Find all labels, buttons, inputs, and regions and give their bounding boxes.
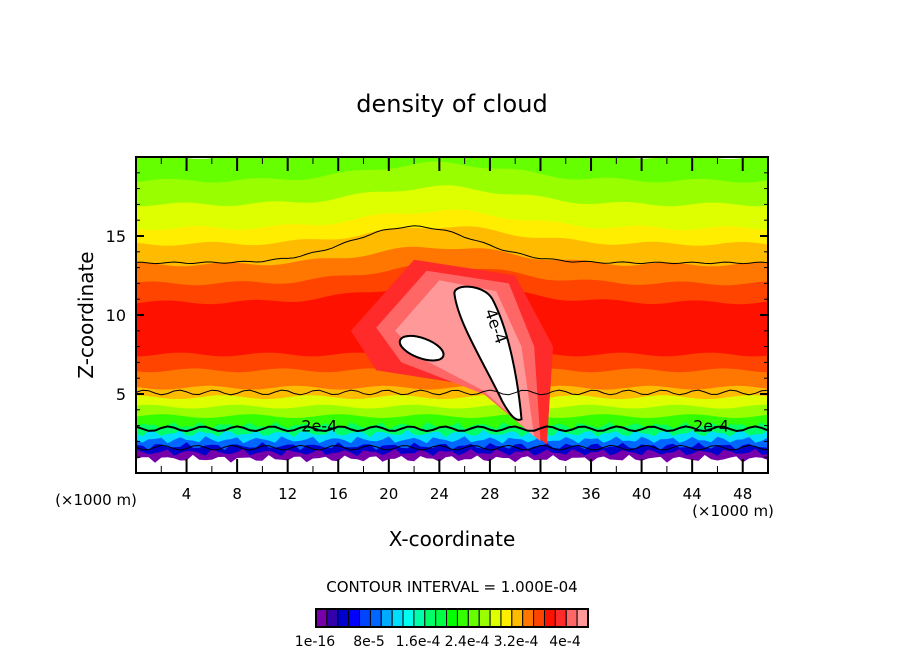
colorbar-tick-label: 4e-4 <box>549 634 581 650</box>
colorbar-swatch <box>554 608 567 628</box>
x-unit-label-right: (×1000 m) <box>692 502 774 520</box>
x-tick-label: 36 <box>581 485 600 503</box>
colorbar-swatch <box>359 608 371 628</box>
colorbar-swatch <box>413 608 426 628</box>
chart-title: density of cloud <box>356 90 547 118</box>
colorbar-swatch <box>565 608 578 628</box>
x-tick-label: 32 <box>531 485 550 503</box>
colorbar-frame <box>315 608 589 628</box>
y-tick-label: 5 <box>116 385 126 404</box>
y-tick-labels: 5 10 15 <box>106 227 126 404</box>
contour-line <box>136 444 768 451</box>
contour-interval-text: CONTOUR INTERVAL = 1.000E-04 <box>326 578 577 596</box>
colorbar-swatch <box>424 608 437 628</box>
colorbar-swatch <box>543 608 556 628</box>
x-tick-labels: 4 8 12 16 20 24 28 32 36 40 44 48 <box>182 485 752 503</box>
contour-line <box>136 225 768 265</box>
colorbar-swatch <box>478 608 491 628</box>
colorbar-swatch <box>489 608 502 628</box>
x-tick-label: 48 <box>733 485 752 503</box>
x-tick-label: 40 <box>632 485 651 503</box>
colorbar-swatch <box>348 608 361 628</box>
colorbar-tick-label: 8e-5 <box>353 634 384 650</box>
x-tick-label: 4 <box>182 485 192 503</box>
colorbar-swatch <box>380 608 393 628</box>
colorbar-swatch <box>446 608 458 628</box>
contour-4e-4-main <box>453 285 523 421</box>
x-tick-label: 44 <box>683 485 702 503</box>
x-tick-label: 20 <box>379 485 398 503</box>
contour-lines <box>136 225 768 451</box>
contour-label: 2e-4 <box>301 417 337 436</box>
colorbar-labels: 1e-16 8e-5 1.6e-4 2.4e-4 3.2e-4 4e-4 <box>295 634 581 650</box>
x-tick-label: 12 <box>278 485 297 503</box>
x-unit-label-left: (×1000 m) <box>55 491 137 509</box>
colorbar-tick-label: 1e-16 <box>295 634 335 650</box>
colorbar-tick-label: 1.6e-4 <box>396 634 441 650</box>
colorbar-swatch <box>402 608 415 628</box>
x-tick-label: 28 <box>480 485 499 503</box>
x-tick-label: 24 <box>430 485 449 503</box>
colorbar-swatch <box>369 608 382 628</box>
y-tick-label: 15 <box>106 227 126 246</box>
colorbar-swatch <box>391 608 404 628</box>
contour-field <box>136 157 768 473</box>
contour-label: 2e-4 <box>693 417 729 436</box>
colorbar-swatch <box>315 608 328 628</box>
colorbar-swatch <box>511 608 524 628</box>
colorbar-swatch <box>326 608 339 628</box>
colorbar <box>315 608 589 628</box>
x-axis-label: X-coordinate <box>389 527 516 551</box>
colorbar-swatch <box>500 608 513 628</box>
contour-line <box>136 389 768 396</box>
colorbar-swatch <box>576 608 589 628</box>
colorbar-swatch <box>435 608 448 628</box>
colorbar-swatch <box>337 608 350 628</box>
y-axis-label: Z-coordinate <box>74 251 98 378</box>
x-tick-label: 8 <box>232 485 242 503</box>
colorbar-swatch <box>456 608 469 628</box>
contour-4e-4-small <box>398 334 445 362</box>
colorbar-swatch <box>533 608 545 628</box>
axis-ticks <box>136 157 768 473</box>
contour-line <box>136 425 768 433</box>
colorbar-tick-label: 3.2e-4 <box>494 634 539 650</box>
contour-band <box>136 454 768 473</box>
colorbar-tick-label: 2.4e-4 <box>445 634 490 650</box>
y-tick-label: 10 <box>106 306 126 325</box>
colorbar-swatch <box>467 608 480 628</box>
colorbar-swatch <box>522 608 535 628</box>
x-tick-label: 16 <box>329 485 348 503</box>
